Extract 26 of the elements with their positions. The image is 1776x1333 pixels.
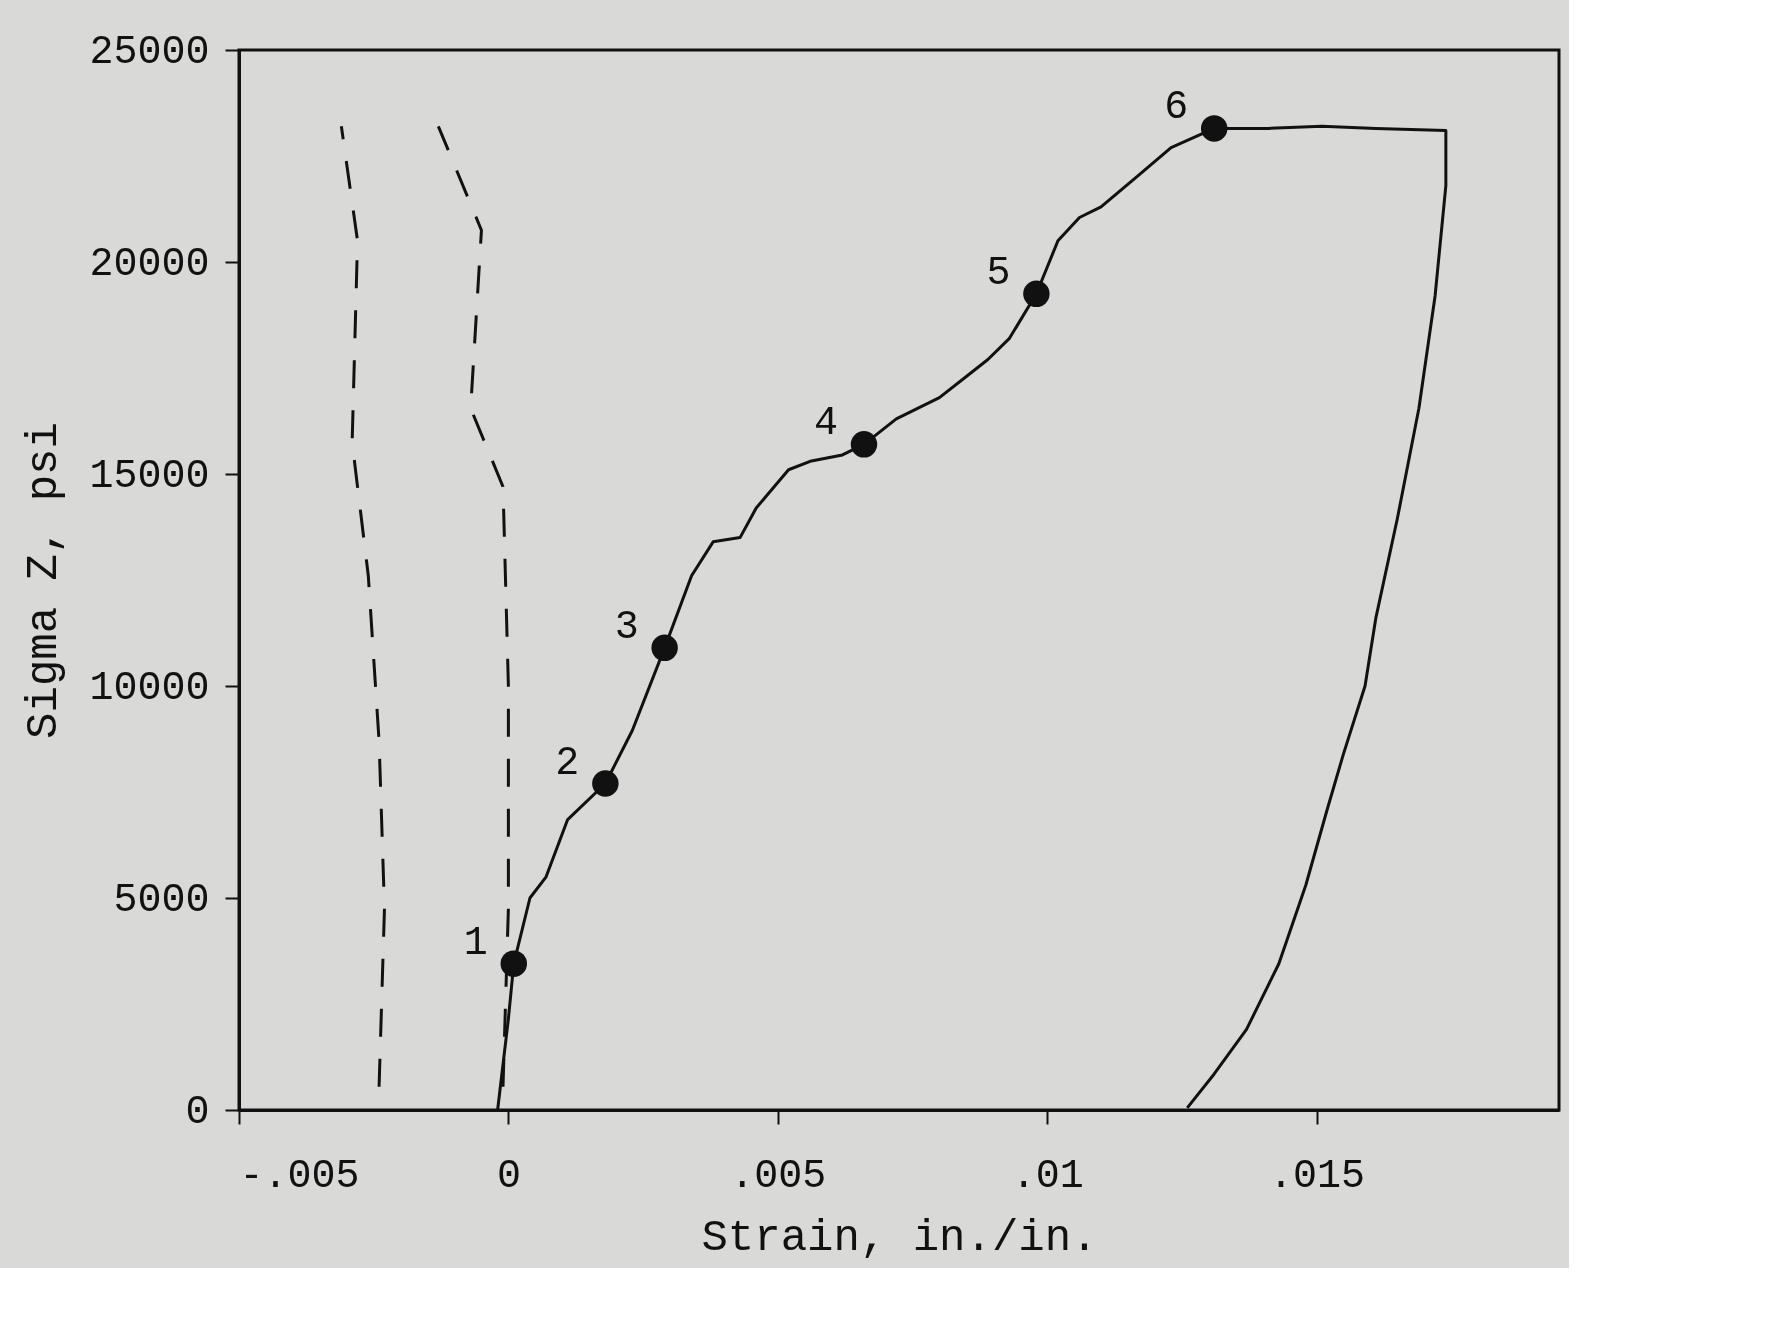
- line-series: [339, 124, 386, 1089]
- annotation: 1: [463, 920, 488, 966]
- annotation: 2: [555, 740, 580, 786]
- point: [500, 950, 527, 977]
- x-axis-title: Strain, in./in.: [701, 1212, 1098, 1263]
- point: [651, 634, 678, 662]
- point: [850, 431, 878, 458]
- x-tick-label: .01: [1011, 1153, 1084, 1199]
- x-tick-label: .005: [730, 1153, 827, 1199]
- y-tick-label: 5000: [113, 877, 210, 923]
- y-tick-label: 25000: [89, 29, 210, 75]
- annotation: 6: [1164, 85, 1189, 131]
- point: [1200, 115, 1228, 142]
- point: [1023, 280, 1050, 307]
- y-tick-label: 15000: [89, 453, 210, 499]
- y-axis-title: Sigma Z, psi: [19, 422, 70, 739]
- x-tick-label: -.005: [239, 1153, 360, 1199]
- x-tick-label: 0: [496, 1153, 521, 1199]
- y-tick-label: 20000: [89, 241, 210, 287]
- y-tick-label: 0: [185, 1089, 210, 1135]
- annotation: 4: [813, 401, 838, 447]
- y-tick-label: 10000: [89, 665, 210, 711]
- point: [592, 770, 619, 797]
- x-tick-label: .015: [1269, 1153, 1366, 1199]
- annotation: 3: [614, 604, 639, 650]
- annotation: 5: [986, 250, 1011, 296]
